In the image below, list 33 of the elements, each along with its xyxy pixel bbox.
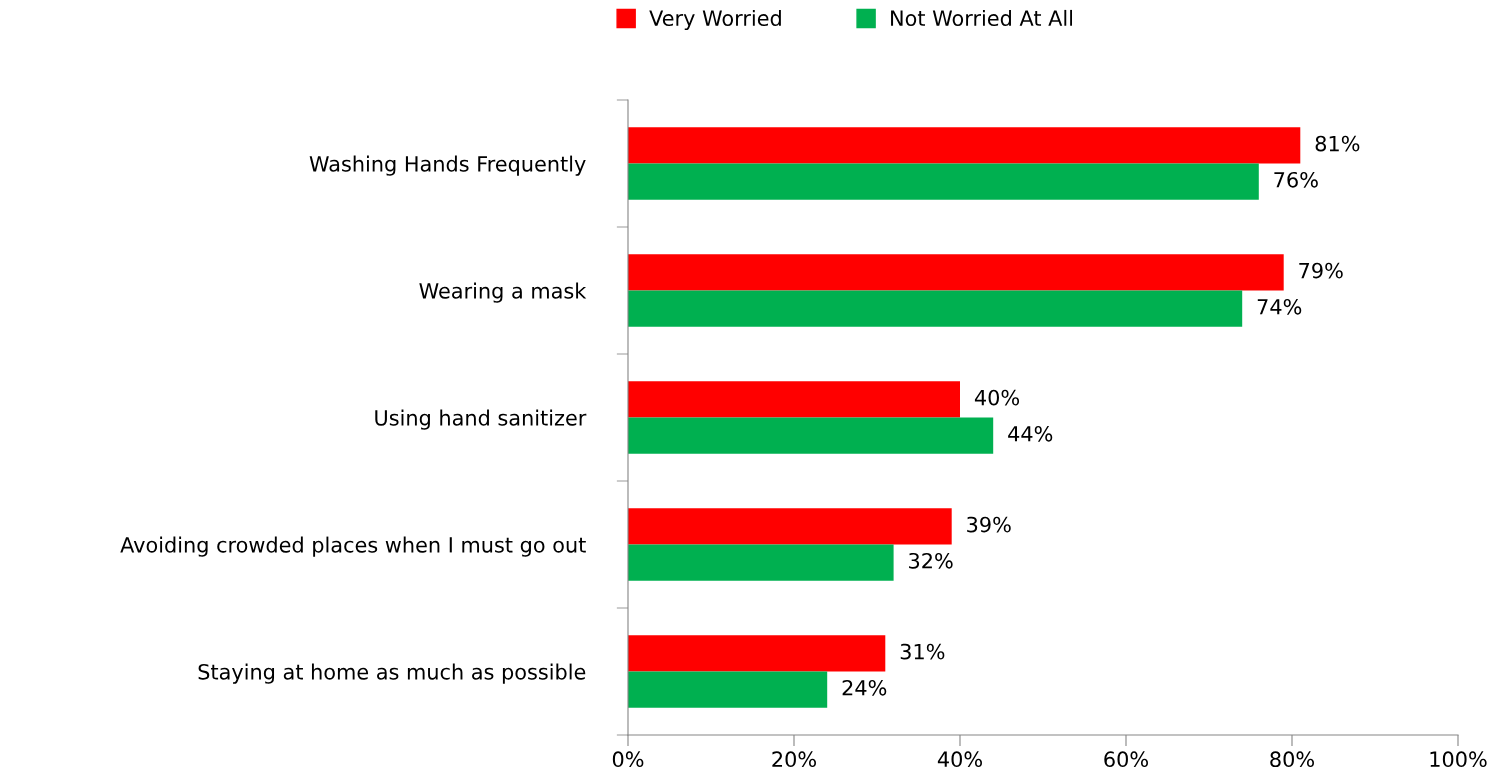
data-label: 74% (1257, 298, 1302, 315)
x-tick-label: 100% (1430, 751, 1487, 768)
data-label: 79% (1299, 262, 1343, 279)
bar (628, 254, 1284, 291)
x-tick-label: 60% (1104, 751, 1148, 768)
data-label: 44% (1008, 425, 1053, 442)
bar (628, 163, 1259, 200)
data-label: 32% (909, 552, 953, 569)
bar (628, 508, 952, 545)
bar (628, 671, 828, 708)
data-label: 76% (1274, 171, 1318, 188)
data-label: 40% (974, 389, 1020, 406)
x-tick-label: 0% (612, 751, 644, 768)
bar (628, 381, 960, 418)
bar (628, 544, 894, 581)
x-tick-label: 80% (1270, 751, 1314, 768)
y-tick-label: Using hand sanitizer (375, 409, 587, 430)
x-tick-label: 40% (937, 751, 982, 768)
data-label: 81% (1315, 135, 1360, 152)
x-tick-label: 20% (772, 751, 816, 768)
y-tick-label: Washing Hands Frequently (309, 155, 586, 176)
y-tick-label: Avoiding crowded places when I must go out (120, 536, 586, 557)
data-label: 39% (967, 516, 1011, 533)
data-label: 31% (900, 643, 945, 660)
y-tick-label: Wearing a mask (419, 282, 587, 303)
legend-label: Very Worried (649, 9, 781, 31)
bar (628, 635, 886, 672)
y-tick-label: Staying at home as much as possible (198, 663, 586, 684)
data-label: 24% (842, 679, 887, 696)
legend-label: Not Worried At All (891, 9, 1073, 27)
bar (628, 290, 1243, 327)
bar (628, 417, 994, 454)
bar (628, 127, 1301, 164)
